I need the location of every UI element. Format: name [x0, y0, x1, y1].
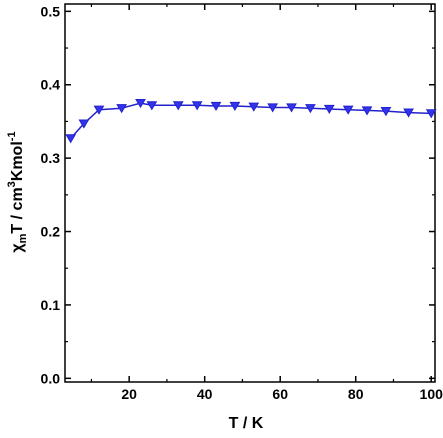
- x-tick-label: 40: [197, 386, 213, 402]
- x-tick-label: 60: [272, 386, 288, 402]
- data-point: [361, 106, 373, 116]
- data-point: [65, 134, 77, 144]
- data-point: [305, 104, 316, 114]
- data-point: [380, 107, 392, 117]
- x-tick-label: 80: [348, 386, 364, 402]
- data-point: [78, 119, 90, 129]
- y-tick-label: 0.2: [41, 224, 61, 240]
- y-axis-label-sup1: 3: [6, 181, 18, 187]
- y-axis-label-rest2: Kmol: [9, 141, 26, 181]
- data-point: [323, 104, 335, 114]
- x-tick-label: 100: [420, 386, 443, 402]
- data-point: [248, 102, 260, 112]
- data-point: [267, 103, 279, 113]
- data-point: [116, 104, 128, 114]
- y-tick-label: 0.4: [41, 77, 61, 93]
- x-tick-label: 20: [121, 386, 137, 402]
- y-axis-label-rest1: T / cm: [9, 187, 26, 233]
- data-point: [191, 101, 203, 111]
- y-tick-label: 0.1: [41, 297, 61, 313]
- data-point: [286, 103, 297, 113]
- data-point: [146, 101, 158, 111]
- data-point: [403, 108, 414, 118]
- data-point: [135, 98, 146, 109]
- series-line: [70, 102, 432, 139]
- data-point: [342, 105, 354, 115]
- data-point: [93, 105, 105, 115]
- x-axis-label: T / K: [229, 415, 264, 432]
- y-tick-label: 0.5: [41, 3, 61, 19]
- plot-frame: [64, 3, 436, 383]
- y-axis-label-chi: χ: [9, 243, 26, 253]
- data-point: [210, 101, 222, 112]
- y-axis-label-sup2: -1: [6, 131, 18, 141]
- y-axis-label: χmT / cm3Kmol-1: [6, 131, 29, 252]
- y-axis-label-sub: m: [17, 233, 29, 243]
- y-tick-label: 0.3: [41, 150, 61, 166]
- data-point: [172, 101, 184, 111]
- data-point: [425, 109, 437, 119]
- y-tick-label: 0.0: [41, 370, 61, 386]
- data-point: [229, 101, 241, 112]
